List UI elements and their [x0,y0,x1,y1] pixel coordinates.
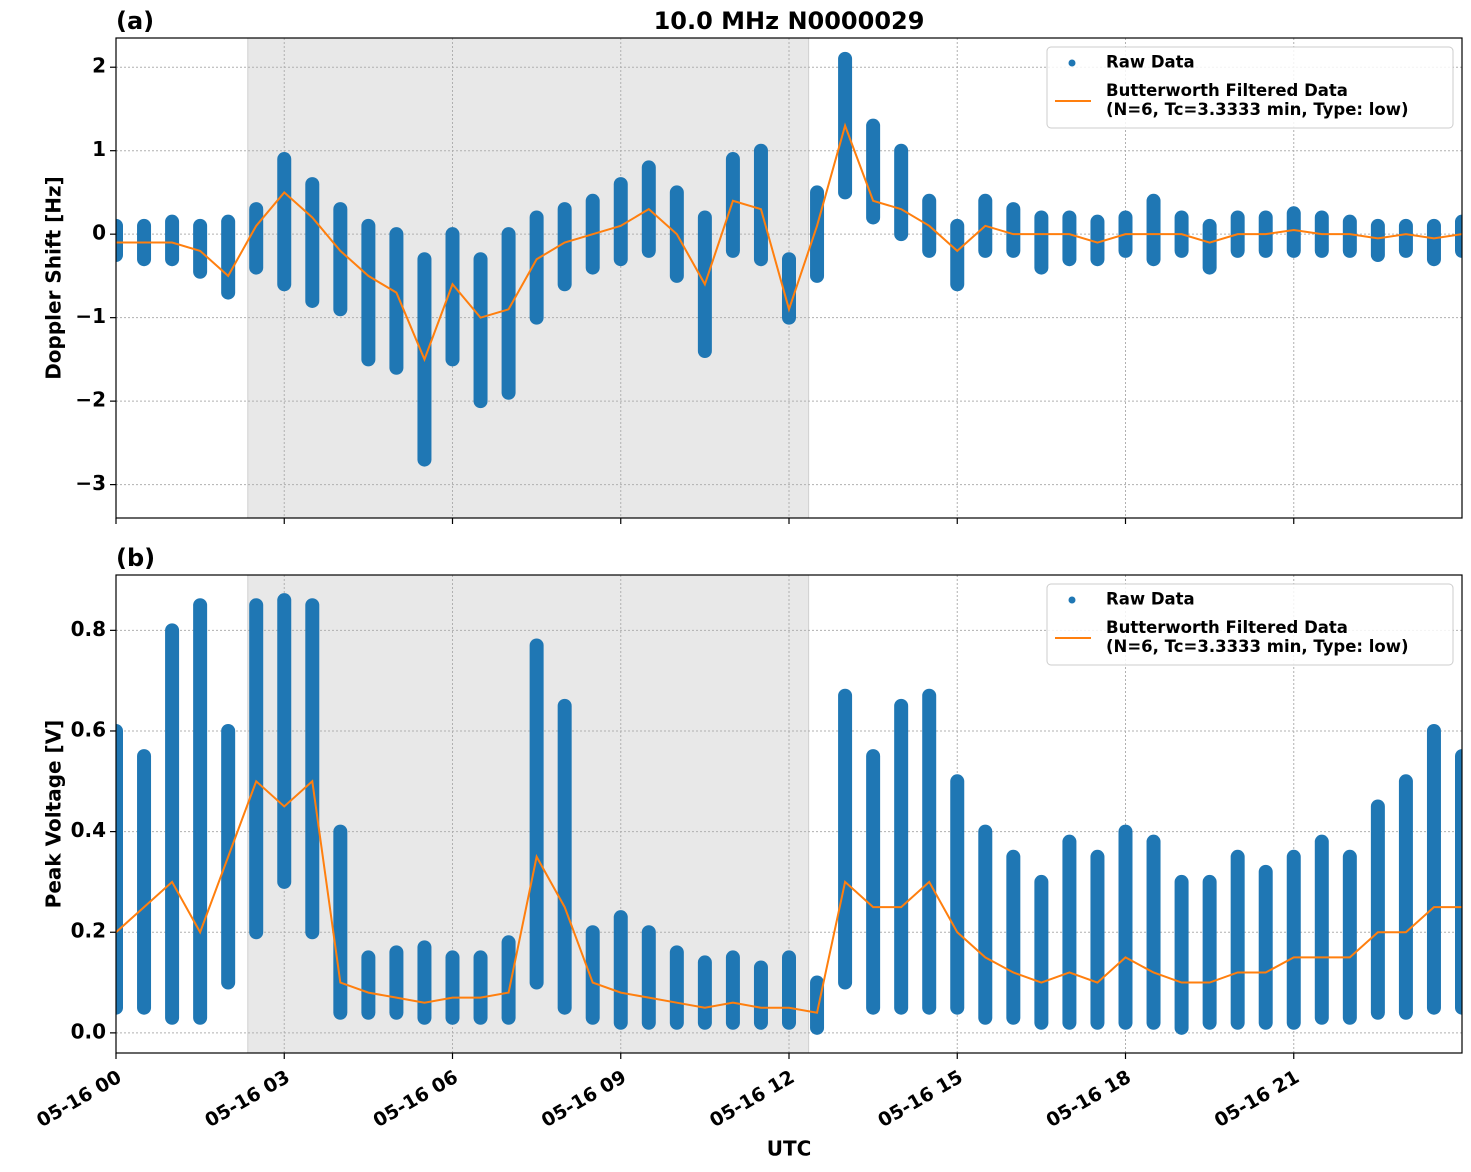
legend-box [1046,583,1454,666]
x-tick-label: 05-16 03 [201,1066,293,1132]
legend-marker [1068,596,1076,604]
chart-title: 10.0 MHz N0000029 [654,7,925,35]
x-tick-label: 05-16 12 [706,1066,798,1132]
y-tick-label: 2 [92,54,106,78]
legend-label: Butterworth Filtered Data (N=6, Tc=3.3333… [1106,81,1409,119]
y-tick-label: 0.2 [71,919,106,943]
x-tick-label: 05-16 09 [538,1066,630,1132]
y-tick-label: 0.6 [71,717,106,741]
x-axis-label: UTC [767,1137,812,1161]
y-axis-label: Peak Voltage [V] [42,720,66,909]
plot-area [116,51,1462,467]
axes-frame [115,574,1463,1054]
legend-box [1046,46,1454,129]
shaded-interval [247,574,810,1054]
y-tick-label: 0.4 [71,818,106,842]
x-tick-label: 05-16 06 [370,1066,462,1132]
panel-label: (a) [116,7,154,35]
y-tick-label: 1 [92,137,106,161]
legend-label: Butterworth Filtered Data (N=6, Tc=3.3333… [1106,618,1409,656]
legend-marker [1068,59,1076,67]
y-axis-label: Doppler Shift [Hz] [42,176,66,380]
y-tick-label: −1 [75,304,106,328]
y-tick-label: 0.0 [71,1019,106,1043]
axes-frame [115,37,1463,519]
y-tick-label: 0.8 [71,617,106,641]
legend-label: Raw Data [1106,53,1195,72]
filtered-line [116,779,1462,1014]
y-tick-label: 0 [92,221,106,245]
panel-label: (b) [116,544,155,572]
shaded-interval [247,37,810,519]
x-tick-label: 05-16 21 [1211,1066,1303,1132]
x-tick-label: 05-16 00 [33,1066,125,1132]
y-tick-label: −2 [75,388,106,412]
legend-label: Raw Data [1106,590,1195,609]
plot-area [116,593,1462,1035]
x-tick-label: 05-16 15 [874,1066,966,1132]
x-tick-label: 05-16 18 [1043,1066,1135,1132]
y-tick-label: −3 [75,471,106,495]
filtered-line [116,122,1462,363]
